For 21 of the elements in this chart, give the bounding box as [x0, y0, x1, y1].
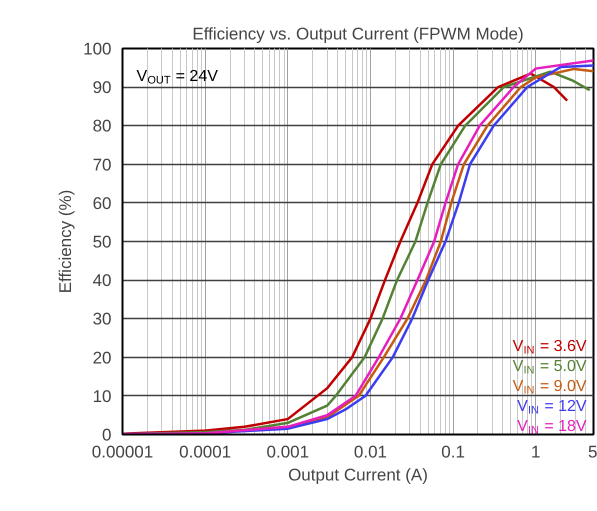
- x-tick-label: 0.01: [354, 442, 387, 462]
- x-tick-label: 5: [588, 442, 597, 462]
- y-tick-label: 60: [92, 194, 112, 213]
- chart-title: Efficiency vs. Output Current (FPWM Mode): [192, 24, 524, 44]
- x-tick-label: 0.0001: [179, 442, 232, 462]
- x-axis-title: Output Current (A): [288, 466, 428, 484]
- y-tick-label: 90: [92, 78, 112, 98]
- y-tick-label: 100: [83, 40, 112, 58]
- y-tick-label: 50: [92, 232, 112, 252]
- y-tick-label: 80: [92, 116, 112, 136]
- y-tick-label: 70: [92, 155, 112, 174]
- y-tick-label: 30: [92, 310, 112, 329]
- y-tick-label: 40: [92, 271, 112, 290]
- y-tick-label: 20: [92, 348, 112, 368]
- x-tick-label: 0.00001: [92, 442, 154, 462]
- y-tick-label: 10: [92, 386, 112, 406]
- y-tick-label: 0: [102, 426, 112, 444]
- y-axis-title: Efficiency (%): [56, 190, 76, 294]
- x-tick-label: 1: [531, 442, 540, 462]
- x-tick-label: 0.001: [266, 442, 310, 462]
- x-tick-label: 0.1: [441, 442, 465, 462]
